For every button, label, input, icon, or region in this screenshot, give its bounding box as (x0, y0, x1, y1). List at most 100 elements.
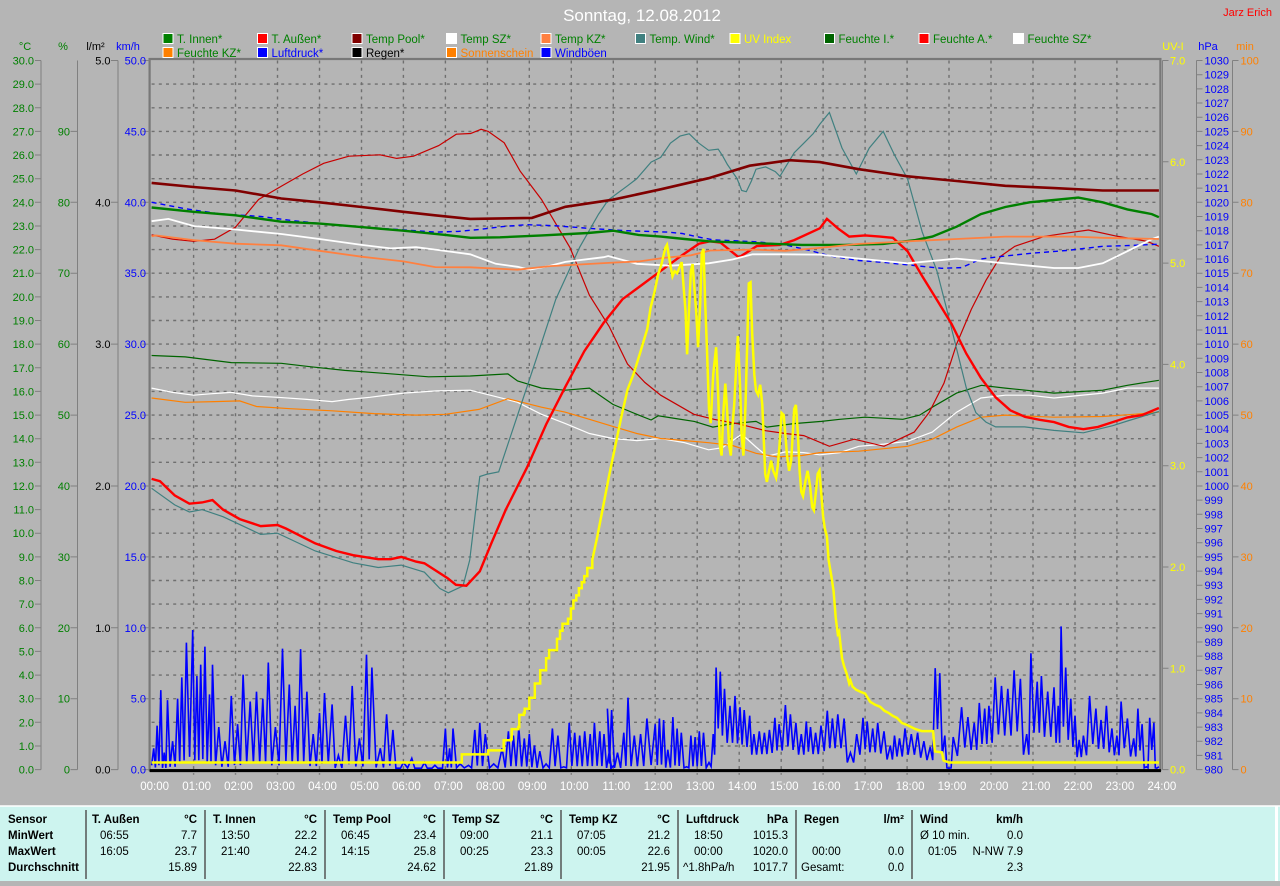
svg-text:17.0: 17.0 (13, 363, 34, 375)
svg-text:981: 981 (1205, 750, 1223, 762)
svg-text:45.0: 45.0 (125, 126, 146, 138)
svg-text:0.0: 0.0 (19, 765, 34, 777)
svg-text:70: 70 (1241, 268, 1253, 280)
svg-text:00:00: 00:00 (140, 781, 169, 793)
svg-text:l/m²: l/m² (86, 41, 105, 53)
svg-text:1015: 1015 (1205, 268, 1229, 280)
svg-text:22:00: 22:00 (1064, 781, 1093, 793)
svg-text:01:00: 01:00 (182, 781, 211, 793)
svg-text:22.6: 22.6 (648, 846, 670, 858)
svg-text:N-NW 7.9: N-NW 7.9 (973, 846, 1023, 858)
svg-text:T. Innen*: T. Innen* (177, 34, 223, 46)
svg-text:1029: 1029 (1205, 70, 1229, 82)
svg-text:1018: 1018 (1205, 226, 1229, 238)
svg-text:0: 0 (1241, 765, 1247, 777)
svg-text:1021: 1021 (1205, 183, 1229, 195)
svg-text:17:00: 17:00 (854, 781, 883, 793)
svg-text:1015.3: 1015.3 (753, 830, 788, 842)
svg-text:1014: 1014 (1205, 282, 1229, 294)
svg-text:06:00: 06:00 (392, 781, 421, 793)
svg-text:985: 985 (1205, 694, 1223, 706)
svg-text:MaxWert: MaxWert (8, 846, 56, 858)
svg-text:29.0: 29.0 (13, 79, 34, 91)
svg-text:1027: 1027 (1205, 98, 1229, 110)
svg-text:1001: 1001 (1205, 467, 1229, 479)
svg-text:30.0: 30.0 (13, 56, 34, 68)
svg-text:986: 986 (1205, 680, 1223, 692)
svg-text:18:50: 18:50 (694, 830, 723, 842)
svg-text:5.0: 5.0 (95, 56, 110, 68)
svg-text:5.0: 5.0 (131, 694, 146, 706)
svg-text:999: 999 (1205, 495, 1223, 507)
svg-text:0.0: 0.0 (1007, 830, 1023, 842)
svg-text:1020: 1020 (1205, 197, 1229, 209)
svg-text:Temp KZ*: Temp KZ* (555, 34, 606, 46)
svg-text:23.3: 23.3 (531, 846, 553, 858)
svg-text:Luftdruck*: Luftdruck* (272, 48, 324, 60)
svg-text:0.0: 0.0 (131, 765, 146, 777)
svg-text:1030: 1030 (1205, 56, 1229, 68)
svg-text:13:50: 13:50 (221, 830, 250, 842)
svg-text:05:00: 05:00 (350, 781, 379, 793)
svg-text:°C: °C (540, 814, 553, 826)
svg-text:40: 40 (1241, 481, 1253, 493)
svg-text:20:00: 20:00 (980, 781, 1009, 793)
svg-text:987: 987 (1205, 665, 1223, 677)
svg-text:24:00: 24:00 (1148, 781, 1177, 793)
svg-text:5.0: 5.0 (1170, 258, 1185, 270)
svg-text:Temp KZ: Temp KZ (569, 814, 617, 826)
svg-text:07:00: 07:00 (434, 781, 463, 793)
svg-text:15.89: 15.89 (168, 862, 197, 874)
svg-text:Feuchte I.*: Feuchte I.* (839, 34, 895, 46)
svg-text:18.0: 18.0 (13, 339, 34, 351)
svg-text:07:05: 07:05 (577, 830, 606, 842)
svg-text:Temp SZ: Temp SZ (452, 814, 500, 826)
svg-text:7.7: 7.7 (181, 830, 197, 842)
svg-text:30: 30 (1241, 552, 1253, 564)
svg-text:100: 100 (1241, 56, 1259, 68)
svg-text:T. Innen: T. Innen (213, 814, 256, 826)
svg-text:1000: 1000 (1205, 481, 1229, 493)
svg-text:Temp Pool: Temp Pool (333, 814, 391, 826)
svg-text:984: 984 (1205, 708, 1223, 720)
svg-text:09:00: 09:00 (518, 781, 547, 793)
svg-text:15.0: 15.0 (13, 410, 34, 422)
svg-text:9.0: 9.0 (19, 552, 34, 564)
svg-text:12:00: 12:00 (644, 781, 673, 793)
svg-text:00:25: 00:25 (460, 846, 489, 858)
svg-text:1012: 1012 (1205, 311, 1229, 323)
svg-text:4.0: 4.0 (95, 197, 110, 209)
svg-text:35.0: 35.0 (125, 268, 146, 280)
svg-text:21.1: 21.1 (531, 830, 553, 842)
svg-text:21:40: 21:40 (221, 846, 250, 858)
svg-text:25.8: 25.8 (414, 846, 436, 858)
svg-text:2.0: 2.0 (95, 481, 110, 493)
svg-text:Sonntag, 12.08.2012: Sonntag, 12.08.2012 (563, 6, 721, 25)
svg-text:10: 10 (58, 694, 70, 706)
svg-text:10.0: 10.0 (125, 623, 146, 635)
svg-text:13:00: 13:00 (686, 781, 715, 793)
svg-text:00:00: 00:00 (694, 846, 723, 858)
svg-text:Temp. Wind*: Temp. Wind* (650, 34, 716, 46)
svg-text:4.0: 4.0 (19, 670, 34, 682)
svg-text:18:00: 18:00 (896, 781, 925, 793)
svg-text:l/m²: l/m² (884, 814, 905, 826)
svg-text:12.0: 12.0 (13, 481, 34, 493)
svg-text:Ø 10 min.: Ø 10 min. (920, 830, 970, 842)
svg-text:989: 989 (1205, 637, 1223, 649)
svg-text:1017.7: 1017.7 (753, 862, 788, 874)
svg-text:23.0: 23.0 (13, 221, 34, 233)
svg-text:01:05: 01:05 (928, 846, 957, 858)
svg-text:15.0: 15.0 (125, 552, 146, 564)
svg-text:19:00: 19:00 (938, 781, 967, 793)
svg-text:14:00: 14:00 (728, 781, 757, 793)
svg-text:6.0: 6.0 (1170, 157, 1185, 169)
svg-text:hPa: hPa (1198, 41, 1218, 53)
svg-text:1008: 1008 (1205, 368, 1229, 380)
svg-text:1009: 1009 (1205, 353, 1229, 365)
svg-text:1020.0: 1020.0 (753, 846, 788, 858)
svg-text:15:00: 15:00 (770, 781, 799, 793)
svg-text:5.0: 5.0 (19, 646, 34, 658)
svg-text:21.89: 21.89 (524, 862, 553, 874)
svg-text:1002: 1002 (1205, 453, 1229, 465)
